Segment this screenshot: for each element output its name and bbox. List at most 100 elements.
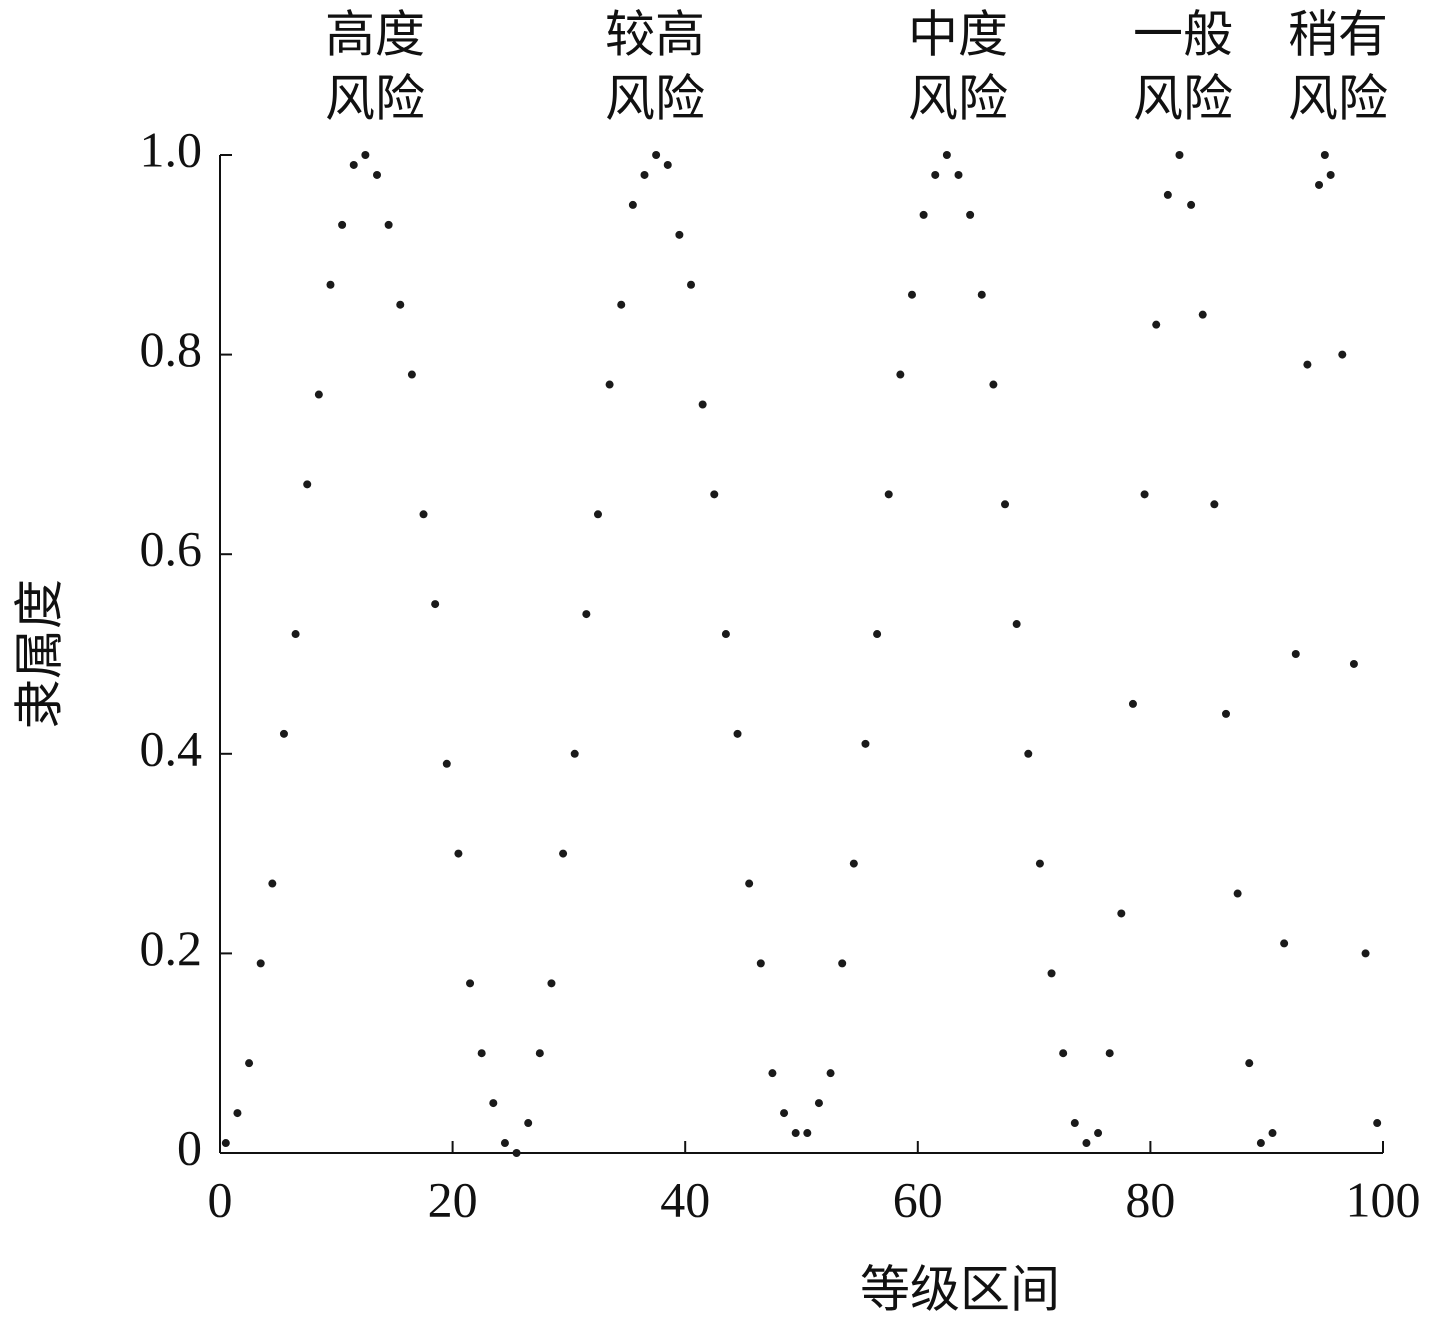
point bbox=[1291, 650, 1300, 658]
point bbox=[593, 510, 602, 519]
point bbox=[314, 390, 323, 399]
point bbox=[1012, 620, 1021, 629]
point bbox=[1140, 490, 1149, 499]
point bbox=[396, 300, 405, 309]
point bbox=[1175, 151, 1184, 159]
annotation: 一般 bbox=[1133, 6, 1233, 62]
point bbox=[1280, 939, 1289, 948]
point bbox=[361, 151, 370, 159]
point bbox=[907, 290, 916, 299]
point bbox=[419, 510, 428, 519]
point bbox=[1361, 949, 1370, 958]
point bbox=[338, 220, 347, 229]
point bbox=[407, 370, 416, 379]
annotation: 风险 bbox=[325, 70, 425, 126]
point bbox=[256, 959, 265, 968]
point bbox=[1094, 1129, 1103, 1138]
y-tick-label: 1.0 bbox=[140, 121, 203, 177]
point bbox=[291, 630, 300, 639]
point bbox=[233, 1109, 242, 1118]
point bbox=[1152, 320, 1161, 329]
point bbox=[1245, 1059, 1254, 1068]
point bbox=[1024, 749, 1033, 758]
point bbox=[442, 759, 451, 768]
point bbox=[1268, 1129, 1277, 1138]
annotation: 高度 bbox=[325, 6, 425, 62]
point bbox=[1059, 1049, 1068, 1058]
point bbox=[1221, 709, 1230, 718]
point bbox=[1001, 500, 1010, 509]
point bbox=[1338, 350, 1347, 359]
point bbox=[1082, 1139, 1091, 1148]
point bbox=[640, 170, 649, 179]
y-axis-label: 隶属度 bbox=[11, 579, 67, 729]
point bbox=[500, 1139, 509, 1148]
annotation: 风险 bbox=[908, 70, 1008, 126]
point bbox=[1047, 969, 1056, 978]
point bbox=[326, 280, 335, 289]
point bbox=[245, 1059, 254, 1068]
point bbox=[942, 151, 951, 159]
point bbox=[652, 151, 661, 159]
x-tick-label: 20 bbox=[428, 1171, 478, 1227]
x-tick-label: 60 bbox=[893, 1171, 943, 1227]
point bbox=[1210, 500, 1219, 509]
point bbox=[756, 959, 765, 968]
point bbox=[1349, 659, 1358, 668]
point bbox=[896, 370, 905, 379]
point bbox=[384, 220, 393, 229]
x-tick-label: 0 bbox=[208, 1171, 233, 1227]
point bbox=[1303, 360, 1312, 369]
point bbox=[373, 170, 382, 179]
point bbox=[535, 1049, 544, 1058]
point bbox=[826, 1069, 835, 1078]
point bbox=[745, 879, 754, 888]
point bbox=[279, 729, 288, 738]
annotation: 稍有 bbox=[1288, 6, 1388, 62]
point bbox=[768, 1069, 777, 1078]
point bbox=[524, 1119, 533, 1128]
point bbox=[884, 490, 893, 499]
point bbox=[570, 749, 579, 758]
point bbox=[838, 959, 847, 968]
point bbox=[1373, 1119, 1382, 1128]
point bbox=[1315, 180, 1324, 189]
point bbox=[721, 630, 730, 639]
point bbox=[1326, 170, 1335, 179]
point bbox=[431, 600, 440, 609]
point bbox=[547, 979, 556, 988]
point bbox=[687, 280, 696, 289]
point bbox=[1035, 859, 1044, 868]
x-tick-label: 40 bbox=[660, 1171, 710, 1227]
point bbox=[268, 879, 277, 888]
y-tick-label: 0.8 bbox=[140, 321, 203, 377]
annotation: 风险 bbox=[605, 70, 705, 126]
y-tick-label: 0 bbox=[177, 1119, 202, 1175]
point bbox=[1070, 1119, 1079, 1128]
point bbox=[1233, 889, 1242, 898]
point bbox=[1187, 200, 1196, 209]
point bbox=[582, 610, 591, 619]
point bbox=[349, 160, 358, 169]
point bbox=[977, 290, 986, 299]
point bbox=[989, 380, 998, 389]
point bbox=[954, 170, 963, 179]
point bbox=[861, 739, 870, 748]
point bbox=[489, 1099, 498, 1108]
y-tick-label: 0.4 bbox=[140, 720, 203, 776]
point bbox=[931, 170, 940, 179]
point bbox=[791, 1129, 800, 1138]
point bbox=[221, 1139, 230, 1148]
point bbox=[1320, 151, 1329, 159]
annotation: 较高 bbox=[605, 6, 705, 62]
point bbox=[1163, 190, 1172, 199]
point bbox=[675, 230, 684, 239]
point bbox=[803, 1129, 812, 1138]
x-axis-label: 等级区间 bbox=[860, 1261, 1060, 1317]
point bbox=[1128, 699, 1137, 708]
point bbox=[780, 1109, 789, 1118]
point bbox=[605, 380, 614, 389]
point bbox=[710, 490, 719, 499]
annotation: 风险 bbox=[1288, 70, 1388, 126]
